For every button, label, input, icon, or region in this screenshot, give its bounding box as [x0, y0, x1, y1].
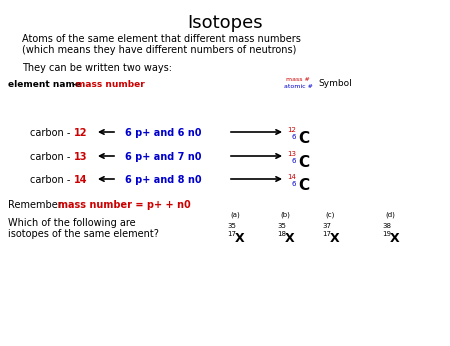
Text: mass number = p+ + n0: mass number = p+ + n0 [58, 200, 191, 210]
Text: 12: 12 [287, 127, 296, 133]
Text: C: C [298, 155, 309, 170]
Text: X: X [390, 232, 400, 245]
Text: carbon -: carbon - [30, 152, 73, 162]
Text: (c): (c) [325, 212, 335, 219]
Text: (b): (b) [280, 212, 290, 219]
Text: isotopes of the same element?: isotopes of the same element? [8, 229, 159, 239]
Text: 18: 18 [277, 231, 286, 237]
Text: carbon -: carbon - [30, 175, 73, 185]
Text: -: - [69, 80, 79, 89]
Text: 17: 17 [322, 231, 331, 237]
Text: 6: 6 [292, 134, 296, 140]
Text: 19: 19 [382, 231, 391, 237]
Text: X: X [330, 232, 340, 245]
Text: 6 p+ and 8 n0: 6 p+ and 8 n0 [125, 175, 202, 185]
Text: 6: 6 [292, 181, 296, 187]
Text: (which means they have different numbers of neutrons): (which means they have different numbers… [22, 45, 297, 55]
Text: atomic #: atomic # [284, 84, 312, 89]
Text: 14: 14 [74, 175, 87, 185]
Text: 6: 6 [292, 158, 296, 164]
Text: C: C [298, 131, 309, 146]
Text: 35: 35 [227, 223, 236, 229]
Text: 37: 37 [322, 223, 331, 229]
Text: Remember:: Remember: [8, 200, 65, 210]
Text: 12: 12 [74, 128, 87, 138]
Text: element name: element name [8, 80, 81, 89]
Text: 6 p+ and 6 n0: 6 p+ and 6 n0 [125, 128, 202, 138]
Text: X: X [235, 232, 245, 245]
Text: (d): (d) [385, 212, 395, 219]
Text: carbon -: carbon - [30, 128, 73, 138]
Text: They can be written two ways:: They can be written two ways: [22, 63, 172, 73]
Text: 13: 13 [287, 151, 296, 157]
Text: C: C [298, 178, 309, 193]
Text: Symbol: Symbol [318, 79, 352, 88]
Text: 13: 13 [74, 152, 87, 162]
Text: 17: 17 [227, 231, 236, 237]
Text: Atoms of the same element that different mass numbers: Atoms of the same element that different… [22, 34, 301, 44]
Text: mass #: mass # [286, 77, 310, 82]
Text: 6 p+ and 7 n0: 6 p+ and 7 n0 [125, 152, 202, 162]
Text: 38: 38 [382, 223, 391, 229]
Text: (a): (a) [230, 212, 240, 219]
Text: 14: 14 [287, 174, 296, 180]
Text: mass number: mass number [76, 80, 145, 89]
Text: Isotopes: Isotopes [187, 14, 263, 32]
Text: 35: 35 [277, 223, 286, 229]
Text: X: X [285, 232, 295, 245]
Text: Which of the following are: Which of the following are [8, 218, 135, 228]
